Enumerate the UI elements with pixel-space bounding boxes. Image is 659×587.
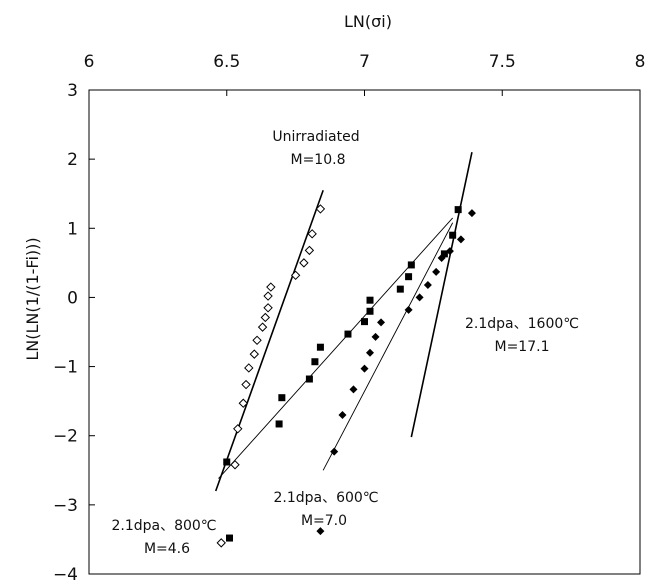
- filled-diamond-marker: [371, 332, 380, 341]
- annotation-800c-label: 2.1dpa、800℃: [111, 518, 216, 534]
- filled-diamond-marker: [377, 318, 386, 327]
- square-marker: [361, 318, 368, 326]
- x-tick-label: 8: [635, 52, 646, 72]
- filled-diamond-marker: [415, 293, 424, 302]
- filled-diamond-marker: [423, 280, 432, 289]
- filled-diamond-marker: [316, 527, 325, 536]
- y-axis-title: LN(LN(1/(1-Fi))): [23, 237, 42, 360]
- annotation-unirradiated-label: Unirradiated: [272, 129, 359, 145]
- square-marker: [223, 458, 231, 466]
- x-tick-label: 6: [84, 52, 95, 72]
- filled-diamond-marker: [338, 410, 347, 419]
- fit-line: [322, 222, 454, 471]
- fit-line: [218, 217, 453, 479]
- filled-diamond-marker: [432, 267, 441, 276]
- annotation-1600c-modulus: M=17.1: [495, 339, 550, 355]
- open-diamond-marker: [260, 312, 271, 323]
- fit-lines: [214, 152, 473, 492]
- y-tick-label: −3: [53, 496, 78, 516]
- square-marker: [407, 261, 415, 269]
- square-marker: [278, 394, 286, 402]
- open-diamond-marker: [299, 258, 309, 268]
- open-diamond-marker: [315, 204, 326, 214]
- open-diamond-marker: [244, 363, 254, 373]
- y-tick-label: −1: [53, 358, 78, 378]
- y-tick-label: 2: [67, 150, 78, 170]
- y-tick-label: 1: [67, 219, 78, 239]
- square-marker: [454, 206, 462, 214]
- y-tick-label: −4: [53, 565, 78, 585]
- square-marker: [305, 375, 313, 383]
- open-diamond-marker: [307, 229, 317, 239]
- filled-diamond-marker: [456, 235, 465, 244]
- annotation-600c-label: 2.1dpa、600℃: [273, 490, 378, 506]
- open-diamond-marker: [241, 379, 251, 390]
- x-tick-label: 7: [359, 52, 370, 72]
- open-diamond-marker: [238, 398, 248, 408]
- filled-diamond-marker: [366, 348, 375, 357]
- square-marker: [344, 330, 352, 338]
- square-marker: [316, 343, 324, 351]
- data-points: [216, 204, 476, 548]
- filled-diamond-marker: [349, 385, 358, 394]
- annotation-800c-modulus: M=4.6: [144, 541, 190, 557]
- filled-diamond-marker: [330, 447, 339, 456]
- annotation-1600c-label: 2.1dpa、1600℃: [465, 316, 579, 332]
- annotation-unirradiated-modulus: M=10.8: [291, 152, 346, 168]
- square-marker: [275, 420, 283, 428]
- fit-line: [410, 152, 473, 438]
- open-diamond-marker: [266, 282, 276, 292]
- x-axis-title: LN(σi): [344, 12, 392, 31]
- filled-diamond-marker: [467, 209, 476, 218]
- open-diamond-marker: [257, 322, 268, 332]
- square-marker: [396, 285, 404, 293]
- square-marker: [405, 273, 413, 281]
- x-axis-ticks: 6 6.5 7 7.5 8: [84, 52, 646, 96]
- square-marker: [311, 358, 319, 366]
- open-diamond-marker: [304, 245, 315, 256]
- open-diamond-marker: [263, 291, 273, 301]
- open-diamond-marker: [249, 349, 260, 359]
- open-diamond-marker: [216, 538, 226, 548]
- open-diamond-marker: [233, 424, 243, 434]
- open-diamond-marker: [263, 303, 273, 313]
- filled-diamond-marker: [404, 305, 413, 314]
- filled-diamond-marker: [360, 364, 369, 373]
- y-axis-ticks: 3 2 1 0 −1 −2 −3 −4: [53, 81, 95, 585]
- open-diamond-marker: [290, 270, 301, 281]
- square-marker: [226, 534, 234, 542]
- x-tick-label: 6.5: [213, 52, 240, 72]
- filled-diamond-marker: [437, 254, 446, 263]
- annotation-600c-modulus: M=7.0: [301, 513, 347, 529]
- x-tick-label: 7.5: [489, 52, 516, 72]
- square-marker: [366, 296, 374, 304]
- y-tick-label: −2: [53, 427, 78, 447]
- open-diamond-marker: [252, 335, 262, 346]
- fit-line: [214, 189, 324, 492]
- square-marker: [449, 231, 457, 239]
- filled-diamond-marker: [445, 247, 454, 256]
- y-tick-label: 0: [67, 288, 78, 308]
- square-marker: [440, 250, 448, 258]
- y-tick-label: 3: [67, 81, 78, 101]
- square-marker: [366, 307, 374, 315]
- open-diamond-marker: [230, 460, 240, 470]
